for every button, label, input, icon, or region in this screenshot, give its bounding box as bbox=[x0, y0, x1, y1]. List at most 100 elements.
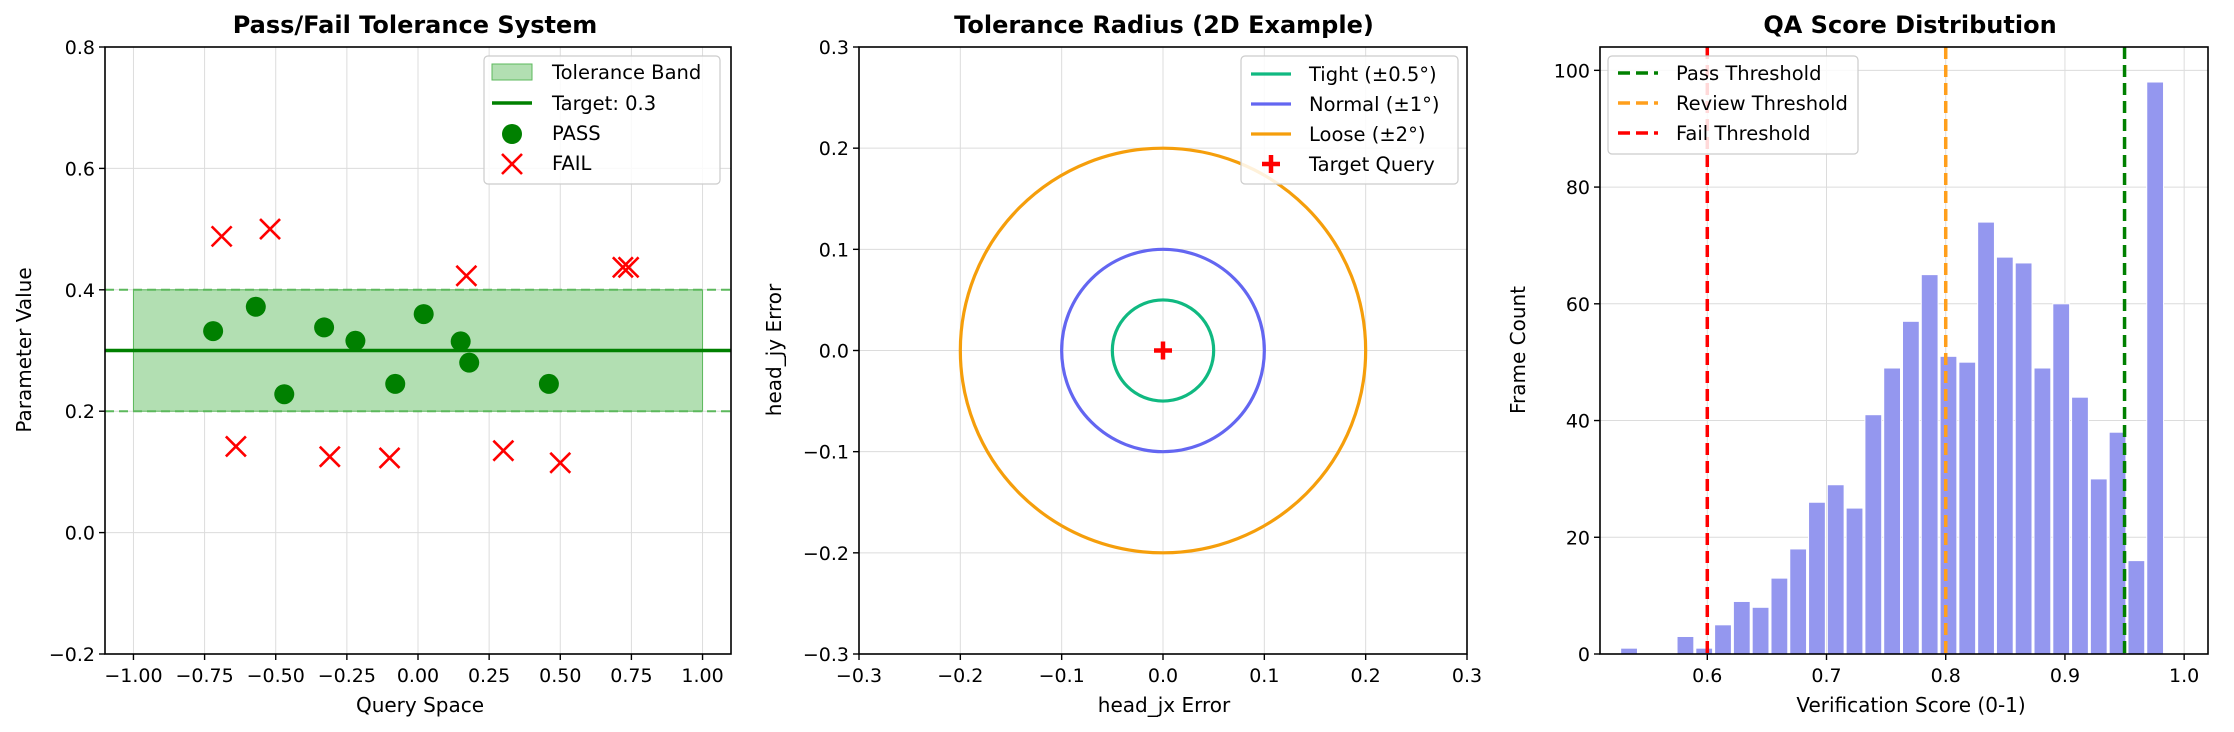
fail-point-stroke-b bbox=[378, 447, 401, 469]
fail-point-stroke-b bbox=[455, 264, 478, 287]
histogram-bar bbox=[1845, 507, 1864, 655]
pass-point bbox=[203, 321, 224, 342]
legend-label-tolerance-band: Tolerance Band bbox=[551, 61, 701, 84]
tolerance-radius-y-tick-label: 0.3 bbox=[819, 37, 849, 59]
pass-fail-x-tick-label: −0.75 bbox=[175, 665, 233, 687]
pass-fail-chart-title: Pass/Fail Tolerance System bbox=[233, 11, 598, 39]
fail-point bbox=[611, 256, 634, 279]
pass-fail-y-axis-label: Parameter Value bbox=[12, 267, 36, 432]
histogram-bar bbox=[2127, 560, 2146, 655]
tolerance-radius-panel: Tolerance Radius (2D Example) head_jx Er… bbox=[762, 11, 1482, 717]
fail-point-stroke-b bbox=[210, 225, 233, 248]
legend-swatch-fail bbox=[501, 153, 523, 175]
tolerance-radius-x-tick-label: −0.2 bbox=[937, 665, 983, 687]
histogram-bar bbox=[2146, 81, 2165, 655]
fail-point-stroke-b bbox=[224, 435, 247, 458]
pass-point bbox=[274, 384, 295, 405]
fail-point bbox=[224, 435, 247, 458]
histogram-bar bbox=[1958, 361, 1977, 655]
fail-point-stroke-b bbox=[318, 445, 341, 468]
pass-fail-x-tick-label: 0.75 bbox=[610, 665, 652, 687]
legend-label-circle: Loose (±2°) bbox=[1309, 123, 1425, 146]
qa-score-x-axis-label: Verification Score (0-1) bbox=[1796, 693, 2025, 717]
legend-label-target-query: Target Query bbox=[1308, 153, 1435, 176]
tolerance-circle bbox=[958, 146, 1368, 555]
pass-fail-y-tick-label: 0.8 bbox=[65, 37, 95, 59]
tolerance-radius-x-tick-label: 0.3 bbox=[1452, 665, 1482, 687]
pass-fail-x-tick-label: 0.50 bbox=[539, 665, 581, 687]
fail-point bbox=[378, 447, 401, 469]
tolerance-radius-y-tick-label: −0.2 bbox=[803, 543, 849, 565]
qa-score-chart-title: QA Score Distribution bbox=[1763, 11, 2056, 39]
histogram-bar bbox=[1826, 484, 1845, 655]
tolerance-radius-x-tick-label: 0.1 bbox=[1249, 665, 1279, 687]
tolerance-radius-chart-title: Tolerance Radius (2D Example) bbox=[954, 11, 1374, 39]
pass-fail-y-tick-label: 0.4 bbox=[65, 280, 95, 302]
histogram-bar bbox=[1714, 624, 1732, 655]
legend-label-target: Target: 0.3 bbox=[551, 92, 656, 115]
fail-point-stroke-b bbox=[617, 256, 640, 279]
fail-point bbox=[617, 256, 640, 279]
qa-score-x-tick-label: 0.9 bbox=[2050, 665, 2080, 687]
legend-swatch-target-query bbox=[1262, 155, 1280, 173]
pass-fail-plot-frame bbox=[104, 46, 732, 655]
legend-swatch-fail-stroke-b bbox=[501, 153, 523, 175]
histogram-bar bbox=[1977, 221, 1995, 655]
tolerance-radius-x-tick-label: 0.0 bbox=[1148, 665, 1178, 687]
legend-swatch-pass bbox=[502, 124, 522, 144]
histogram-bar bbox=[1789, 548, 1808, 655]
pass-point bbox=[413, 304, 434, 325]
qa-score-plot-frame bbox=[1599, 46, 2209, 655]
histogram-bar bbox=[1883, 367, 1901, 655]
histogram-bar bbox=[1939, 355, 1958, 655]
tolerance-radius-y-tick-label: −0.3 bbox=[803, 644, 849, 666]
qa-score-x-tick-label: 1.0 bbox=[2169, 665, 2199, 687]
pass-fail-x-tick-label: 0.00 bbox=[397, 665, 439, 687]
target-query-marker bbox=[1154, 341, 1172, 360]
qa-score-y-axis-label: Frame Count bbox=[1506, 286, 1530, 414]
tolerance-radius-y-axis-label: head_jy Error bbox=[762, 283, 786, 416]
histogram-bar bbox=[1770, 577, 1789, 655]
pass-fail-x-tick-label: −0.25 bbox=[318, 665, 376, 687]
histogram-bar bbox=[1751, 606, 1770, 655]
fail-point bbox=[549, 451, 572, 474]
pass-point bbox=[345, 330, 366, 351]
fail-point bbox=[259, 218, 281, 241]
tolerance-radius-y-tick-label: 0.1 bbox=[819, 239, 849, 261]
histogram-bar bbox=[2033, 367, 2052, 655]
qa-score-legend bbox=[1607, 55, 1859, 155]
legend-label-pass: PASS bbox=[552, 122, 601, 145]
qa-score-y-tick-label: 80 bbox=[1566, 177, 1590, 199]
histogram-bar bbox=[1808, 501, 1826, 655]
legend-label-threshold: Pass Threshold bbox=[1676, 62, 1821, 85]
pass-fail-x-axis-label: Query Space bbox=[356, 693, 484, 717]
tolerance-radius-y-tick-label: 0.0 bbox=[819, 341, 849, 363]
histogram-bar bbox=[2052, 303, 2071, 655]
fail-point bbox=[455, 264, 478, 287]
pass-point bbox=[459, 352, 480, 373]
legend-swatch-tolerance-band bbox=[491, 63, 533, 81]
pass-fail-y-tick-label: 0.6 bbox=[65, 158, 95, 180]
fail-point-stroke-b bbox=[259, 218, 281, 241]
pass-point bbox=[314, 317, 335, 338]
pass-fail-panel: Pass/Fail Tolerance System Query Space P… bbox=[12, 11, 732, 717]
qa-score-y-tick-label: 20 bbox=[1566, 527, 1590, 549]
tolerance-radius-x-tick-label: −0.1 bbox=[1039, 665, 1085, 687]
histogram-bar bbox=[1995, 256, 2014, 655]
legend-label-threshold: Review Threshold bbox=[1676, 92, 1848, 115]
qa-score-x-tick-label: 0.8 bbox=[1931, 665, 1961, 687]
pass-fail-y-tick-label: −0.2 bbox=[49, 644, 95, 666]
histogram-bar bbox=[1732, 600, 1751, 655]
legend-label-circle: Tight (±0.5°) bbox=[1308, 63, 1437, 86]
pass-fail-x-tick-label: −0.50 bbox=[247, 665, 305, 687]
pass-fail-x-tick-label: 1.00 bbox=[681, 665, 723, 687]
fail-point-stroke-b bbox=[611, 256, 634, 279]
histogram-bar bbox=[1864, 414, 1883, 655]
qa-score-y-tick-label: 0 bbox=[1578, 644, 1590, 666]
tolerance-radius-x-tick-label: −0.3 bbox=[836, 665, 882, 687]
histogram-bar bbox=[1676, 635, 1695, 655]
qa-score-y-tick-label: 60 bbox=[1566, 294, 1590, 316]
legend-label-threshold: Fail Threshold bbox=[1676, 122, 1811, 145]
tolerance-radius-x-axis-label: head_jx Error bbox=[1098, 693, 1231, 717]
